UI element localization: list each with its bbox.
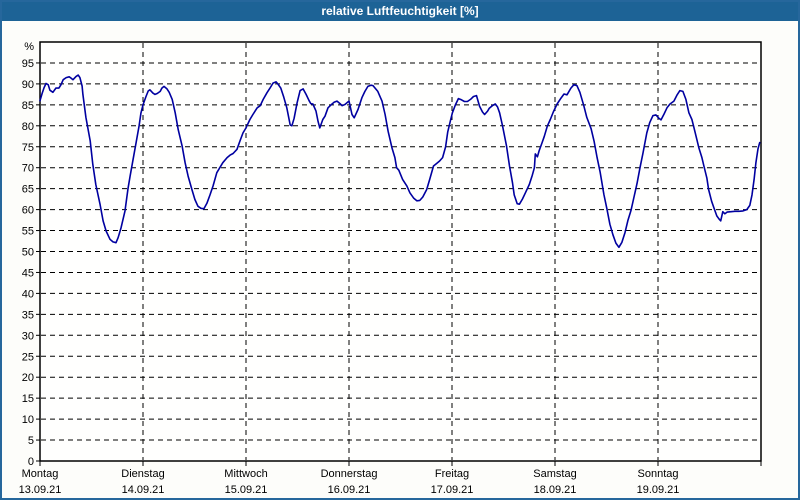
- svg-text:15: 15: [22, 393, 34, 405]
- window-title: relative Luftfeuchtigkeit [%]: [321, 3, 479, 18]
- svg-text:85: 85: [22, 100, 34, 112]
- x-axis: Montag 13.09.21 Dienstag 14.09.21 Mittwoch 15…: [19, 43, 762, 496]
- svg-text:10: 10: [22, 414, 34, 426]
- day-date-label: 19.09.21: [637, 484, 680, 496]
- svg-text:30: 30: [22, 330, 34, 342]
- day-date-label: 15.09.21: [225, 484, 268, 496]
- plot-area: [39, 41, 762, 462]
- day-name-label: Montag: [22, 468, 59, 480]
- window-titlebar: relative Luftfeuchtigkeit [%]: [0, 0, 800, 21]
- svg-text:25: 25: [22, 351, 34, 363]
- svg-text:55: 55: [22, 226, 34, 238]
- y-axis-unit-label: %: [24, 41, 34, 53]
- svg-text:75: 75: [22, 142, 34, 154]
- day-name-label: Donnerstag: [321, 468, 378, 480]
- svg-text:95: 95: [22, 58, 34, 70]
- day-date-label: 16.09.21: [328, 484, 371, 496]
- svg-text:60: 60: [22, 205, 34, 217]
- svg-text:65: 65: [22, 184, 34, 196]
- day-date-label: 17.09.21: [431, 484, 474, 496]
- svg-text:5: 5: [28, 435, 34, 447]
- day-date-label: 13.09.21: [19, 484, 62, 496]
- svg-text:45: 45: [22, 267, 34, 279]
- svg-text:50: 50: [22, 247, 34, 259]
- day-date-label: 14.09.21: [122, 484, 165, 496]
- day-name-label: Samstag: [533, 468, 576, 480]
- humidity-line: [39, 74, 761, 249]
- svg-text:70: 70: [22, 163, 34, 175]
- svg-text:35: 35: [22, 309, 34, 321]
- day-name-label: Sonntag: [638, 468, 679, 480]
- day-date-label: 18.09.21: [534, 484, 577, 496]
- y-axis: 0 5 10 15 20 25 30 35 40 45 50 55 60 65 70 75 80 85 90 95: [22, 58, 760, 468]
- svg-text:90: 90: [22, 79, 34, 91]
- svg-text:80: 80: [22, 121, 34, 133]
- svg-text:40: 40: [22, 288, 34, 300]
- svg-text:20: 20: [22, 372, 34, 384]
- svg-text:0: 0: [28, 456, 34, 468]
- day-name-label: Freitag: [435, 468, 469, 480]
- day-name-label: Mittwoch: [224, 468, 267, 480]
- day-name-label: Dienstag: [121, 468, 164, 480]
